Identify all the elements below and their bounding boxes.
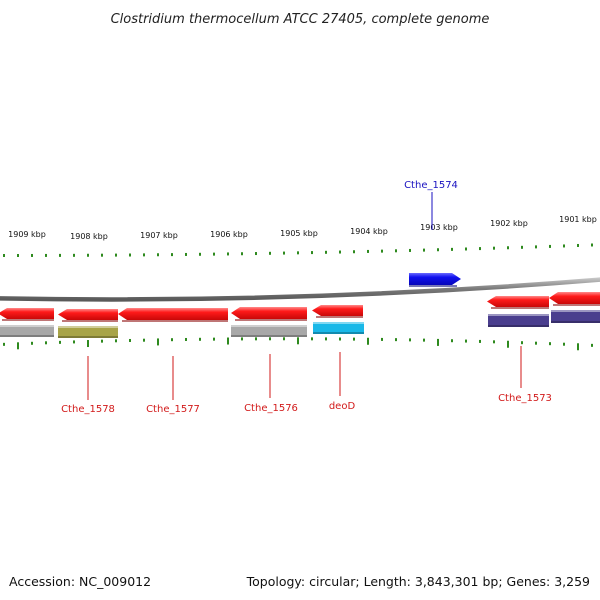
map-title: Clostridium thermocellum ATCC 27405, com… — [111, 12, 490, 27]
kbp-scale: 1909 kbp 1908 kbp 1907 kbp 1906 kbp 1905 kbp… — [3, 215, 597, 351]
kbp-tick-label: 1906 kbp — [210, 230, 248, 239]
gene-Cthe_1574 — [409, 273, 461, 287]
gene-label-Cthe_1574: Cthe_1574 — [404, 180, 458, 230]
gene-Cthe_1576 — [231, 307, 307, 337]
gene-label-deoD: deoD — [329, 352, 356, 412]
gene-arrow — [58, 309, 118, 320]
kbp-tick-label: 1907 kbp — [140, 231, 178, 240]
kbp-tick-label: 1908 kbp — [70, 232, 108, 241]
gene-arrow-shadow — [122, 320, 228, 322]
gene-deoD — [312, 305, 364, 334]
gene-arrow-shadow — [553, 304, 600, 306]
gene-label-text: Cthe_1576 — [244, 403, 298, 414]
cog-bar-shade — [551, 321, 600, 323]
gene-label-text: Cthe_1573 — [498, 393, 552, 404]
gene-arrow-shadow — [409, 285, 457, 287]
kbp-tick-label: 1904 kbp — [350, 227, 388, 236]
gene-track — [0, 273, 600, 338]
cog-category-bar — [551, 310, 600, 323]
gene-arrow — [409, 273, 461, 285]
gene-label-text: Cthe_1577 — [146, 404, 200, 415]
cog-category-bar — [0, 325, 54, 337]
kbp-tick-label: 1902 kbp — [490, 219, 528, 228]
kbp-tick-label: 1909 kbp — [8, 230, 46, 239]
gene-label-text: Cthe_1574 — [404, 180, 458, 191]
genome-summary-text: Topology: circular; Length: 3,843,301 bp… — [246, 574, 590, 589]
cog-bar-highlight — [58, 326, 118, 328]
gene-arrow — [312, 305, 363, 316]
cog-category-bar — [58, 326, 118, 338]
genome-backbone — [0, 277, 600, 302]
accession-text: Accession: NC_009012 — [9, 574, 151, 589]
gene-labels: Cthe_1578 Cthe_1577 Cthe_1576 deoD Cthe_1574… — [61, 180, 552, 415]
gene-label-Cthe_1578: Cthe_1578 — [61, 356, 115, 415]
gene-label-Cthe_1577: Cthe_1577 — [146, 356, 200, 415]
cog-category-bar — [231, 325, 307, 337]
gene-arrow-shadow — [62, 320, 118, 322]
cog-bar-highlight — [0, 325, 54, 327]
cog-bar-highlight — [488, 314, 549, 316]
cog-bar-shade — [231, 335, 307, 337]
gene-label-text: Cthe_1578 — [61, 404, 115, 415]
gene-arrow — [549, 292, 600, 304]
gene-arrow-shadow — [235, 319, 307, 321]
gene-arrow — [231, 307, 307, 319]
cog-bar-shade — [58, 336, 118, 338]
gene-Cthe_1578 — [58, 309, 118, 338]
gene-arrow-shadow — [316, 316, 363, 318]
cog-bar-shade — [0, 335, 54, 337]
cog-bar-highlight — [313, 322, 364, 324]
gene-label-text: deoD — [329, 401, 356, 412]
gene-Cthe_1577 — [118, 308, 228, 322]
cog-category-bar — [313, 322, 364, 334]
cog-bar-highlight — [231, 325, 307, 327]
gene-arrow — [0, 308, 54, 319]
cog-bar-highlight — [551, 310, 600, 312]
gene-label-Cthe_1576: Cthe_1576 — [244, 354, 298, 414]
cog-category-bar — [488, 314, 549, 327]
gene-segment-0 — [0, 308, 54, 337]
gene-arrow-shadow — [491, 307, 549, 309]
kbp-tick-label: 1903 kbp — [420, 223, 458, 232]
gene-Cthe_1573 — [487, 296, 549, 327]
gene-arrow-shadow — [2, 319, 54, 321]
cog-bar-shade — [488, 325, 549, 327]
kbp-tick-label: 1901 kbp — [559, 215, 597, 224]
kbp-tick-label: 1905 kbp — [280, 229, 318, 238]
gene-segment-7 — [549, 292, 600, 323]
gene-arrow — [487, 296, 549, 307]
gene-label-Cthe_1573: Cthe_1573 — [498, 346, 552, 404]
cog-bar-shade — [313, 332, 364, 334]
gene-arrow — [118, 308, 228, 320]
